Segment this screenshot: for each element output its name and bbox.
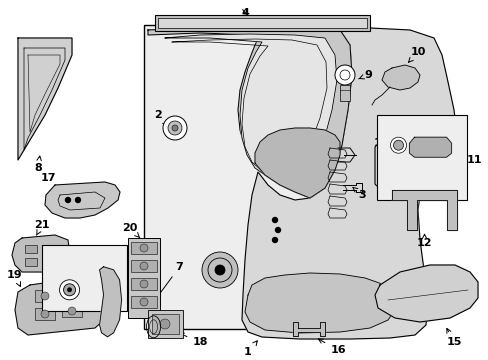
Text: 10: 10 — [407, 47, 425, 62]
Bar — [131, 278, 157, 290]
Circle shape — [140, 262, 148, 270]
Bar — [144, 25, 361, 329]
Circle shape — [272, 238, 277, 243]
Bar — [131, 242, 157, 254]
Circle shape — [75, 198, 81, 202]
Text: 18: 18 — [179, 333, 207, 347]
Polygon shape — [244, 273, 394, 333]
Polygon shape — [381, 65, 419, 90]
Text: 15: 15 — [446, 328, 461, 347]
Text: 5: 5 — [141, 262, 148, 272]
Text: 19: 19 — [7, 270, 23, 287]
Circle shape — [41, 310, 49, 318]
Circle shape — [140, 298, 148, 306]
Bar — [62, 305, 82, 317]
Polygon shape — [374, 265, 477, 322]
Circle shape — [60, 280, 80, 300]
Polygon shape — [15, 275, 110, 335]
Text: 4: 4 — [241, 8, 248, 18]
Text: 3: 3 — [352, 188, 365, 200]
Circle shape — [140, 244, 148, 252]
Text: 2: 2 — [154, 110, 167, 125]
Circle shape — [65, 198, 70, 202]
Bar — [339, 85, 349, 101]
Circle shape — [140, 280, 148, 288]
Polygon shape — [254, 128, 339, 198]
Bar — [128, 238, 160, 318]
Circle shape — [393, 140, 403, 150]
Bar — [42, 245, 54, 253]
Text: 11: 11 — [461, 152, 481, 165]
Polygon shape — [292, 322, 325, 336]
Circle shape — [390, 137, 406, 153]
Text: 14: 14 — [432, 133, 455, 150]
Bar — [25, 245, 37, 253]
Polygon shape — [12, 235, 70, 272]
FancyBboxPatch shape — [381, 152, 455, 179]
Polygon shape — [45, 182, 120, 218]
Circle shape — [215, 265, 224, 275]
Circle shape — [275, 228, 280, 233]
Text: 12: 12 — [416, 234, 431, 248]
Polygon shape — [100, 267, 122, 337]
Bar — [158, 18, 366, 28]
Circle shape — [67, 288, 71, 292]
Circle shape — [272, 217, 277, 222]
Bar — [25, 258, 37, 266]
Bar — [131, 260, 157, 272]
Text: 8: 8 — [34, 156, 42, 173]
Bar — [155, 15, 369, 31]
Polygon shape — [148, 27, 351, 198]
Circle shape — [339, 70, 349, 80]
Bar — [152, 314, 179, 334]
Circle shape — [160, 319, 170, 329]
Circle shape — [334, 65, 354, 85]
Text: 17: 17 — [40, 173, 59, 189]
Bar — [376, 115, 466, 200]
Text: 1: 1 — [244, 341, 257, 357]
Circle shape — [41, 292, 49, 300]
Bar — [62, 287, 82, 299]
Polygon shape — [408, 137, 450, 157]
Bar — [35, 290, 55, 302]
Text: 13: 13 — [373, 138, 393, 148]
Circle shape — [68, 289, 76, 297]
Polygon shape — [148, 27, 456, 339]
Text: 7: 7 — [154, 262, 183, 302]
Text: 16: 16 — [318, 339, 345, 355]
Bar — [148, 310, 183, 338]
Circle shape — [172, 125, 178, 131]
Circle shape — [168, 121, 182, 135]
Text: 9: 9 — [358, 70, 371, 80]
Text: 21: 21 — [34, 220, 50, 235]
Circle shape — [63, 284, 76, 296]
Bar — [42, 258, 54, 266]
Text: 20: 20 — [122, 223, 140, 238]
Circle shape — [202, 252, 238, 288]
Polygon shape — [391, 190, 456, 230]
Bar — [131, 296, 157, 308]
Text: 6: 6 — [54, 303, 66, 318]
Circle shape — [163, 116, 186, 140]
Polygon shape — [164, 34, 336, 180]
Polygon shape — [18, 38, 72, 160]
FancyBboxPatch shape — [374, 145, 462, 186]
Bar — [41, 245, 127, 311]
Circle shape — [68, 307, 76, 315]
Bar — [35, 308, 55, 320]
